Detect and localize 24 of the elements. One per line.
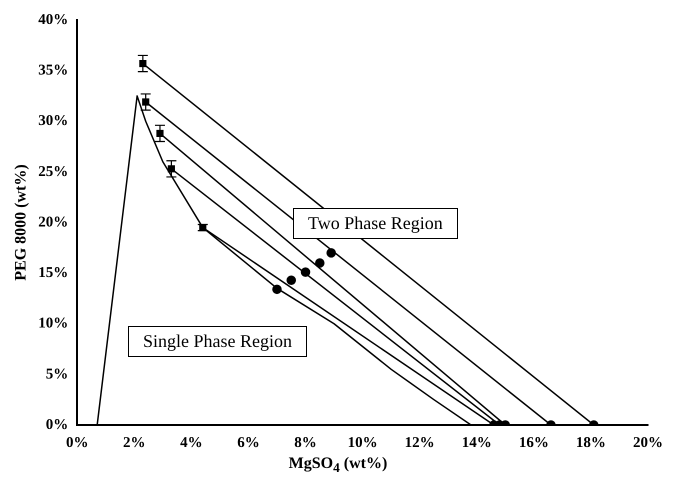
y-tick-label: 35% <box>38 62 68 78</box>
x-tick-label: 2% <box>123 434 146 451</box>
y-tick-label: 0% <box>46 416 68 433</box>
y-axis-title: PEG 8000 (wt%) <box>12 164 30 281</box>
x-tick-label: 0% <box>66 434 88 451</box>
y-tick-label: 30% <box>38 113 68 130</box>
y-tick-label: 10% <box>38 316 68 332</box>
x-tick-label: 6% <box>237 434 260 451</box>
x-tick-label: 12% <box>404 434 435 451</box>
x-tick-label: 14% <box>462 434 492 451</box>
x-tick-label: 4% <box>180 434 203 451</box>
y-tick-label: 25% <box>38 164 68 180</box>
x-tick-label: 18% <box>576 434 606 451</box>
x-tick-label: 16% <box>518 434 549 451</box>
y-tick-label: 15% <box>38 265 68 281</box>
y-tick-label: 5% <box>46 366 68 382</box>
x-tick-label: 20% <box>633 434 663 451</box>
annotation: Two Phase Region <box>293 208 458 239</box>
y-tick-label: 20% <box>38 214 68 230</box>
y-tick-label: 40% <box>38 12 68 28</box>
x-tick-label: 10% <box>348 434 378 451</box>
x-axis-title: MgSO$_{4}$ (wt%) <box>288 455 388 476</box>
annotation: Single Phase Region <box>128 326 307 357</box>
x-tick-label: 8% <box>294 434 317 451</box>
